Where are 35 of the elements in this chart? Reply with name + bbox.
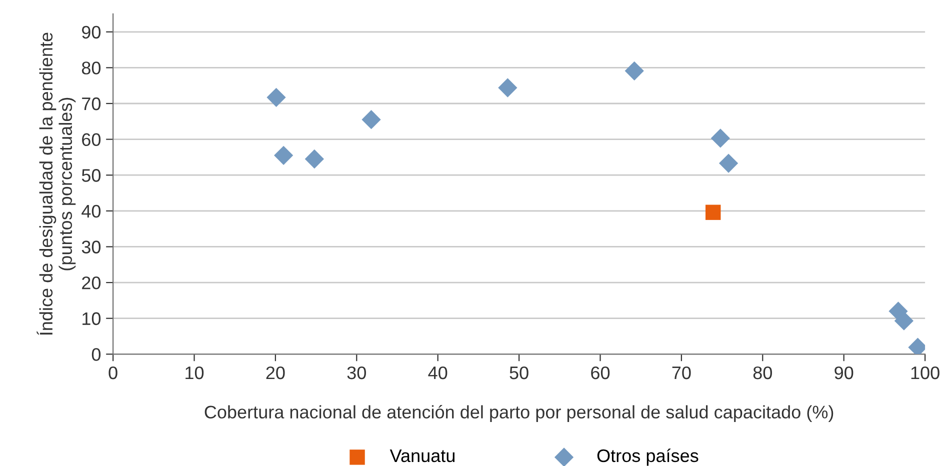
- x-tick-label: 80: [753, 366, 772, 380]
- y-tick-label: 0: [92, 348, 101, 361]
- x-tick-label: 100: [911, 366, 940, 380]
- x-tick-label: 90: [834, 366, 854, 380]
- point: [710, 128, 730, 148]
- y-tick-label: 70: [82, 97, 101, 110]
- y-tick-label: 10: [82, 312, 101, 326]
- x-tick-label: 20: [266, 366, 285, 380]
- y-tick-label: 30: [82, 240, 101, 254]
- y-tick-label: 20: [82, 276, 101, 290]
- point: [718, 154, 738, 173]
- y-tick-label: 50: [82, 169, 101, 182]
- point: [498, 78, 518, 98]
- point: [304, 149, 324, 169]
- y-tick-label: 60: [82, 133, 101, 146]
- y-tick-label: 80: [82, 62, 101, 74]
- legend-label: Otros países: [597, 448, 698, 466]
- x-tick-label: 10: [186, 366, 204, 380]
- x-tick-label: 0: [108, 366, 118, 380]
- x-tick-label: 50: [510, 366, 528, 380]
- legend-label: Vanuatu: [390, 450, 454, 462]
- y-tick-label: 40: [82, 204, 101, 218]
- y-tick-label: 90: [82, 26, 101, 39]
- x-tick-label: 70: [672, 366, 691, 380]
- y-axis-title: Índice de desigualdad de la pendiente (puntos porcentuales): [36, 32, 76, 335]
- point: [624, 61, 644, 80]
- x-tick-label: 30: [347, 366, 366, 380]
- point: [274, 146, 294, 165]
- x-tick-label: 40: [428, 366, 448, 380]
- point: [362, 110, 381, 130]
- point: [706, 204, 721, 220]
- point: [266, 88, 286, 107]
- point: [894, 311, 914, 330]
- x-tick-label: 60: [591, 366, 610, 380]
- x-axis-title: Cobertura nacional de atención del parto por personal de salud capacitado (%): [204, 405, 834, 422]
